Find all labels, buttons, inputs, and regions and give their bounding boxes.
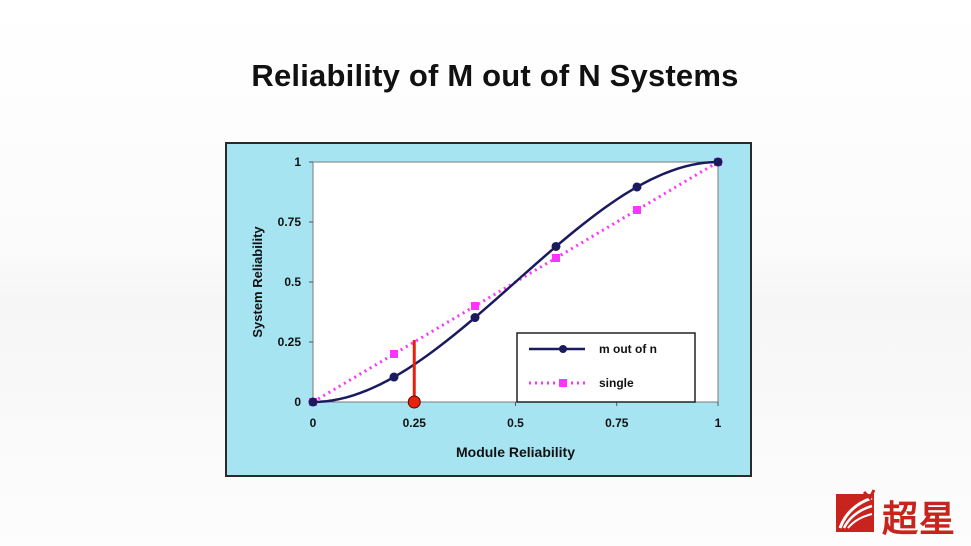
data-point-single (471, 302, 479, 310)
y-axis-label: System Reliability (250, 226, 265, 338)
legend-marker-single (559, 379, 567, 387)
y-tick-label: 0 (294, 395, 301, 409)
y-tick-label: 0.75 (278, 215, 302, 229)
data-point-m-out-of-n (308, 397, 318, 407)
series-line-m-out-of-n (312, 160, 719, 404)
watermark: 超星 (834, 488, 964, 540)
x-axis-label: Module Reliability (456, 444, 575, 460)
annotation-marker-dot (407, 395, 421, 409)
legend-label-single: single (599, 376, 634, 390)
data-point-m-out-of-n (713, 157, 723, 167)
data-point-m-out-of-n (389, 372, 399, 382)
superstar-logo-icon (836, 489, 876, 532)
slide-title: Reliability of M out of N Systems (251, 58, 739, 93)
x-tick-label: 0.75 (605, 416, 629, 430)
legend-box (516, 332, 696, 403)
y-tick-label: 1 (294, 155, 301, 169)
legend-marker-m-out-of-n (559, 345, 567, 353)
legend-label-m-out-of-n: m out of n (599, 342, 657, 356)
data-point-m-out-of-n (551, 241, 561, 251)
x-tick-label: 0.25 (403, 416, 427, 430)
y-tick-label: 0.25 (278, 335, 302, 349)
data-point-single (390, 350, 398, 358)
x-tick-label: 0.5 (507, 416, 524, 430)
watermark-text: 超星 (882, 498, 957, 540)
y-tick-label: 0.5 (284, 275, 301, 289)
data-point-m-out-of-n (632, 182, 642, 192)
x-tick-label: 1 (715, 416, 722, 430)
data-point-single (633, 206, 641, 214)
data-point-single (552, 254, 560, 262)
data-point-m-out-of-n (470, 313, 480, 323)
x-tick-label: 0 (310, 416, 317, 430)
